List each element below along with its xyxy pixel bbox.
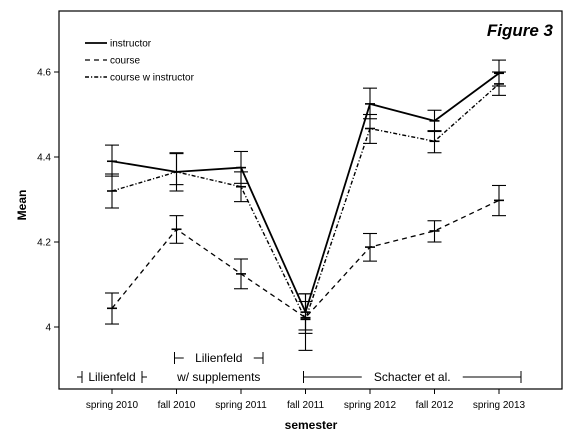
annotation-label: Lilienfeld [88, 370, 135, 384]
x-tick-label: spring 2012 [344, 400, 397, 411]
period-annotation: Lilienfeld [77, 370, 147, 384]
period-annotations: Lilienfeld Lilienfeld w/ supplements Schact… [77, 351, 522, 384]
period-annotation: Lilienfeld w/ supplements [174, 351, 264, 384]
x-tick-label: spring 2011 [215, 400, 267, 411]
x-tick-label: spring 2013 [473, 400, 526, 411]
series-course-w-instructor [105, 71, 506, 334]
x-axis-title: semester [285, 418, 338, 432]
y-tick-label: 4 [45, 323, 51, 334]
y-axis-ticks: 4 4.2 4.4 4.6 [37, 68, 59, 334]
plot-frame [58, 10, 563, 390]
y-tick-label: 4.6 [37, 68, 51, 79]
legend-label: course [110, 56, 140, 67]
y-tick-label: 4.4 [37, 153, 51, 164]
x-tick-label: spring 2010 [86, 400, 139, 411]
annotation-label: w/ supplements [176, 370, 260, 384]
legend: instructor course course w instructor [85, 39, 195, 84]
x-tick-label: fall 2011 [287, 400, 325, 411]
annotation-label: Lilienfeld [195, 351, 242, 365]
y-tick-label: 4.2 [37, 238, 51, 249]
legend-label: instructor [110, 39, 152, 50]
series-line [111, 83, 500, 322]
y-axis-title: Mean [15, 190, 29, 221]
series-layer [105, 59, 506, 351]
period-annotation: Schacter et al. [303, 370, 522, 384]
x-tick-label: fall 2010 [158, 400, 196, 411]
figure-label: Figure 3 [487, 21, 554, 40]
x-tick-label: fall 2012 [416, 400, 454, 411]
x-axis-ticks: spring 2010 fall 2010 spring 2011 fall 2011… [86, 389, 526, 411]
series-line [111, 72, 500, 315]
legend-label: course w instructor [110, 73, 195, 84]
series-course [105, 184, 506, 351]
series-instructor [105, 59, 506, 331]
annotation-label: Schacter et al. [374, 370, 451, 384]
